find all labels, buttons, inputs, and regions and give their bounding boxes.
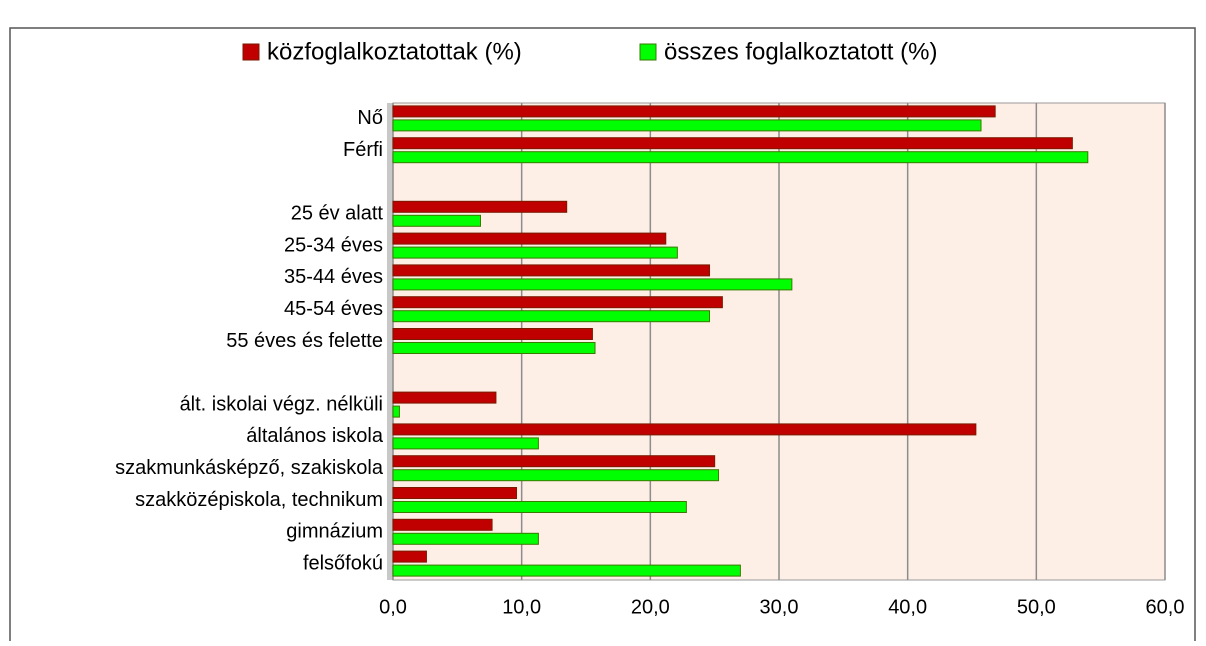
bar	[392, 487, 518, 499]
y-tick-label: szakmunkásképző, szakiskola	[115, 457, 384, 479]
legend-label: összes foglalkoztatott (%)	[664, 38, 937, 65]
y-tick-label: felsőfokú	[303, 552, 383, 574]
bar	[392, 564, 741, 577]
bar	[392, 296, 723, 309]
bar	[392, 151, 1089, 164]
bar	[392, 405, 400, 418]
bar	[392, 501, 687, 513]
bar	[392, 550, 427, 563]
bar	[392, 455, 716, 468]
bar	[392, 200, 568, 213]
legend-label: közfoglalkoztatottak (%)	[267, 38, 522, 65]
x-tick-label: 60,0	[1146, 596, 1185, 618]
legend-swatch	[639, 43, 657, 61]
y-tick-label: 25-34 éves	[284, 234, 383, 256]
bar	[392, 105, 996, 118]
bar	[392, 328, 593, 340]
x-tick-label: 0,0	[379, 596, 407, 618]
bar	[392, 214, 481, 227]
y-tick-label: 45-54 éves	[284, 298, 383, 320]
bar	[392, 232, 667, 245]
bar	[392, 119, 982, 132]
bar	[392, 342, 596, 354]
plot-wall	[387, 103, 393, 580]
bar	[392, 246, 678, 259]
x-tick-label: 30,0	[760, 596, 799, 618]
bar	[392, 532, 539, 545]
y-tick-label: gimnázium	[286, 521, 383, 543]
bar	[392, 278, 793, 291]
bar	[392, 391, 497, 404]
bar	[392, 437, 539, 450]
bar	[392, 518, 493, 531]
legend-swatch	[242, 43, 260, 61]
x-tick-label: 50,0	[1017, 596, 1056, 618]
y-tick-label: Nő	[357, 107, 383, 129]
bar	[392, 137, 1073, 150]
x-tick-label: 20,0	[631, 596, 670, 618]
bar	[392, 264, 711, 277]
y-tick-label: Férfi	[343, 139, 383, 161]
bar	[392, 469, 720, 482]
bar	[392, 310, 711, 323]
y-tick-label: 55 éves és felette	[226, 330, 383, 352]
bar	[392, 423, 977, 436]
y-tick-label: szakközépiskola, technikum	[135, 489, 383, 511]
y-tick-label: 35-44 éves	[284, 266, 383, 288]
y-tick-label: általános iskola	[246, 425, 384, 447]
y-tick-label: 25 év alatt	[291, 203, 384, 225]
x-tick-label: 10,0	[502, 596, 541, 618]
y-tick-label: ált. iskolai végz. nélküli	[180, 393, 383, 415]
x-tick-label: 40,0	[888, 596, 927, 618]
